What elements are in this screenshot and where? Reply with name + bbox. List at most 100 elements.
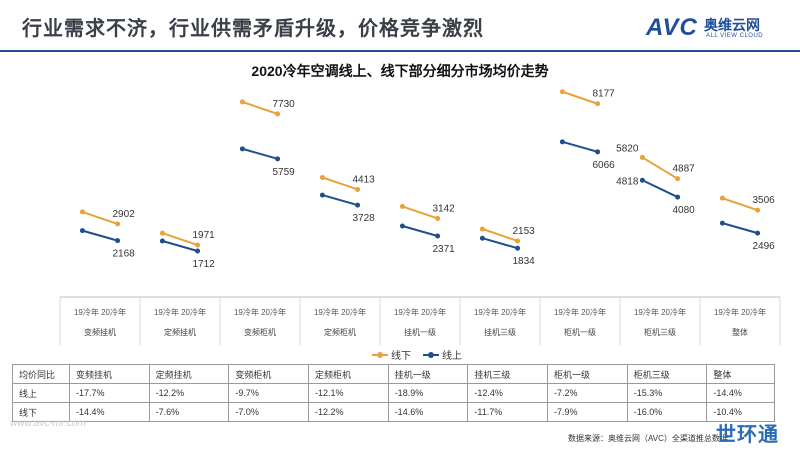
series-line-online — [242, 147, 278, 160]
data-label-offline: 1971 — [192, 230, 215, 241]
table-cell: -7.2% — [547, 383, 628, 403]
table-cell: -14.4% — [706, 383, 775, 403]
data-label-online: 2371 — [432, 244, 455, 255]
table-cell: -12.2% — [308, 402, 389, 422]
data-label-offline: 8177 — [592, 89, 615, 100]
chart-title: 2020冷年空调线上、线下部分细分市场均价走势 — [251, 63, 549, 79]
table-cell: 线下 — [12, 402, 70, 422]
legend-swatch-online — [423, 351, 439, 358]
category-label: 定频柜机 — [324, 327, 356, 337]
data-label-offline: 4887 — [672, 164, 695, 175]
table-cell: -15.3% — [626, 383, 708, 403]
series-line-offline — [482, 228, 518, 242]
data-point-offline — [159, 230, 165, 236]
table-cell: -10.4% — [706, 402, 775, 422]
table-cell: 线上 — [12, 383, 70, 403]
series-line-online — [82, 229, 118, 242]
table-header-cell: 挂机三级 — [467, 364, 549, 384]
data-point-offline — [239, 99, 245, 105]
data-point-offline — [675, 176, 681, 182]
table-cell: -17.7% — [69, 383, 150, 403]
x-tick-label: 19冷年 20冷年 — [714, 307, 766, 317]
table-cell: -18.9% — [387, 383, 469, 403]
data-label-online: 4080 — [672, 205, 695, 216]
data-point-online — [159, 238, 165, 244]
table-cell: -14.6% — [387, 402, 469, 422]
data-label-offline: 3506 — [752, 195, 775, 206]
data-point-online — [399, 223, 405, 229]
data-label-offline: 2153 — [512, 226, 535, 237]
table-header-cell: 变频挂机 — [69, 364, 150, 384]
data-source-note: 数据来源：奥维云网（AVC）全渠道推总数据 — [568, 434, 728, 443]
table-cell: -11.7% — [467, 402, 549, 422]
data-point-online — [479, 235, 485, 241]
legend-label-offline: 线下 — [391, 351, 411, 362]
series-line-online — [322, 194, 358, 207]
data-point-online — [79, 228, 85, 234]
category-label: 定频挂机 — [164, 327, 196, 337]
x-tick-label: 19冷年 20冷年 — [474, 307, 526, 317]
data-label-online: 5759 — [272, 167, 295, 178]
data-label-offline: 4413 — [352, 174, 375, 185]
data-label-online: 1834 — [512, 256, 535, 267]
chart-legend: 线下 线上 — [372, 347, 462, 362]
table-header-cell: 均价同比 — [12, 364, 70, 384]
x-tick-label: 19冷年 20冷年 — [634, 307, 686, 317]
data-point-offline — [195, 242, 201, 248]
data-point-online — [595, 149, 601, 155]
data-label-online: 4818 — [616, 176, 639, 187]
category-label: 变频挂机 — [84, 327, 116, 337]
data-point-online — [719, 220, 725, 226]
category-label: 变频柜机 — [244, 327, 276, 337]
data-label-offline: 5820 — [616, 143, 639, 154]
logo-avc-text: AVC — [646, 14, 698, 41]
corner-logo: 世环通 — [716, 424, 779, 446]
data-point-offline — [755, 207, 761, 213]
table-cell: -12.1% — [308, 383, 389, 403]
data-point-online — [239, 146, 245, 152]
data-point-online — [115, 238, 121, 244]
data-point-online — [319, 192, 325, 198]
x-tick-label: 19冷年 20冷年 — [394, 307, 446, 317]
data-label-offline: 2902 — [112, 209, 135, 220]
series-line-offline — [402, 205, 438, 220]
data-point-offline — [399, 203, 405, 209]
watermark-url: www.avc-mr.com — [10, 418, 86, 429]
table-header-cell: 柜机三级 — [626, 364, 708, 384]
page-title: 行业需求不济，行业供需矛盾升级，价格竞争激烈 — [22, 18, 484, 40]
table-header-cell: 定频挂机 — [148, 364, 230, 384]
series-line-online — [641, 179, 679, 198]
data-point-online — [355, 202, 361, 208]
data-point-offline — [719, 195, 725, 201]
series-line-offline — [562, 90, 598, 105]
data-point-online — [435, 233, 441, 239]
header: 行业需求不济，行业供需矛盾升级，价格竞争激烈 AVC 奥维云网 ALL VIEW… — [0, 0, 800, 52]
data-point-offline — [515, 238, 521, 244]
table-row: 线上 -17.7% -12.2% -9.7% -12.1% -18.9% -12… — [12, 383, 775, 403]
series-line-offline — [82, 210, 118, 225]
series-line-offline — [322, 176, 358, 191]
data-point-offline — [435, 215, 441, 221]
category-label: 柜机一级 — [564, 327, 596, 337]
legend-label-online: 线上 — [442, 351, 462, 362]
x-tick-label: 19冷年 20冷年 — [74, 307, 126, 317]
x-tick-label: 19冷年 20冷年 — [314, 307, 366, 317]
data-point-online — [515, 245, 521, 251]
data-label-online: 1712 — [192, 259, 215, 270]
table-header-cell: 挂机一级 — [387, 364, 469, 384]
data-point-offline — [319, 174, 325, 180]
data-point-offline — [355, 186, 361, 192]
table-cell: -7.6% — [148, 402, 230, 422]
series-line-online — [562, 140, 598, 153]
logo-cn-text: 奥维云网 — [704, 17, 760, 33]
category-label: 柜机三级 — [644, 327, 676, 337]
table-header-cell: 定频柜机 — [308, 364, 389, 384]
data-point-offline — [595, 101, 601, 107]
data-point-online — [559, 139, 565, 145]
table-row: 线下 -14.4% -7.6% -7.0% -12.2% -14.6% -11.… — [12, 402, 775, 422]
legend-item-offline: 线下 — [372, 347, 411, 362]
series-line-online — [482, 237, 518, 250]
table-cell: -9.7% — [228, 383, 310, 403]
series-line-offline — [641, 156, 679, 180]
table-header-cell: 整体 — [706, 364, 775, 384]
